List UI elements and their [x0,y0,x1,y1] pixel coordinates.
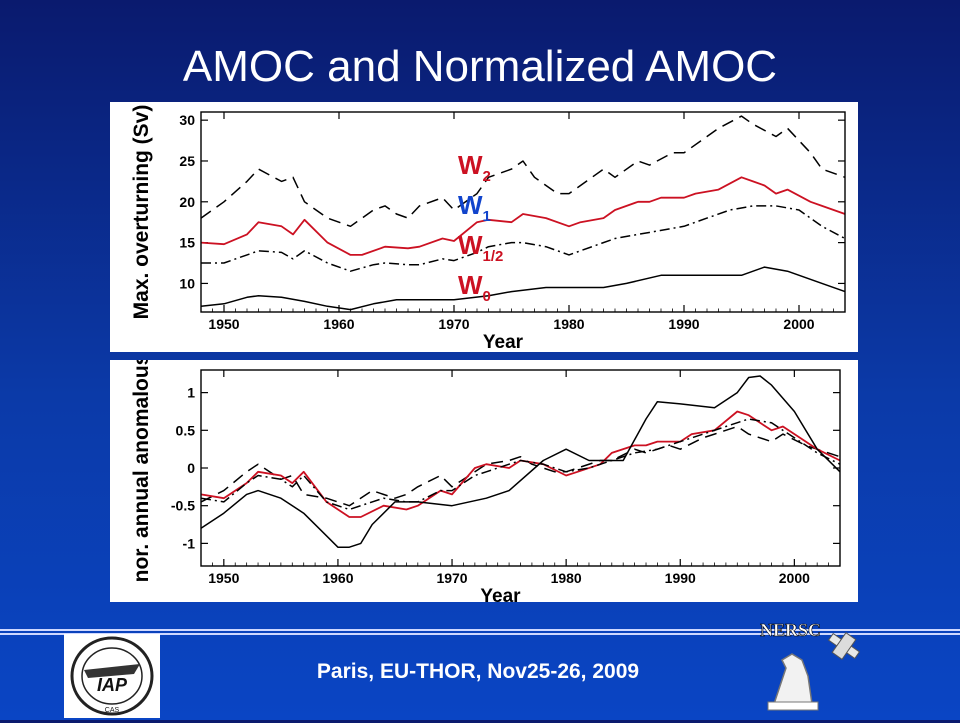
x-tick-label: 1970 [436,570,467,586]
series-line-3 [200,266,846,311]
y-tick-label: 1 [187,385,195,401]
x-tick-label: 1960 [323,316,354,332]
y-tick-label: 20 [179,194,195,210]
legend: W2 W1 W1/2 W0 [458,150,503,305]
chart-panel-bottom: 1950 1960 1970 1980 1990 2000 -1 -0.5 0 0.5 1 Year… [110,360,858,602]
legend-entry: W0 [458,270,491,305]
y-tick-label: 10 [179,275,195,291]
x-tick-label: 1970 [438,316,469,332]
plot-frame [200,111,846,313]
y-tick-label: 0.5 [176,422,196,438]
series-line-2 [201,205,846,272]
legend-entry: W2 [458,150,491,185]
x-tick-label: 1950 [208,316,239,332]
series-line-1 [200,176,846,256]
legend-entry-sub: 1/2 [483,248,504,265]
legend-entry: W1 [458,190,491,225]
chart-panel-top: 1950 1960 1970 1980 1990 2000 10 15 20 25 30 Year … [110,102,858,352]
slide-title: AMOC and Normalized AMOC [182,42,778,91]
legend-entry-sub: 1 [483,208,491,225]
x-tick-label: 1980 [553,316,584,332]
x-axis-label: Year [480,586,521,602]
x-tick-label: 2000 [779,570,810,586]
footer-divider [0,633,960,635]
x-tick-label: 1990 [668,316,699,332]
series-line-2 [200,418,841,511]
y-tick-label: 25 [179,153,195,169]
y-tick-label: 30 [179,112,195,128]
legend-entry: W1/2 [458,230,503,265]
series-line-1 [200,410,841,518]
plot-frame [200,369,841,567]
y-axis-label: nor. annual anomalous [130,360,153,582]
y-tick-label: -0.5 [171,498,195,514]
y-tick-label: 15 [179,235,195,251]
x-tick-label: 1990 [665,570,696,586]
legend-entry-sub: 0 [483,288,491,305]
iap-logo-icon: IAP CAS [64,634,160,718]
series-line-0 [200,425,841,507]
x-axis-label: Year [483,332,524,352]
y-tick-label: 0 [187,460,195,476]
x-tick-label: 1950 [208,570,239,586]
iap-logo-text: IAP [97,675,128,695]
series-line-0 [200,115,846,228]
chart-bottom-svg: 1950 1960 1970 1980 1990 2000 -1 -0.5 0 0.5 1 Year… [130,360,841,602]
footer-text: Paris, EU-THOR, Nov25-26, 2009 [316,660,640,683]
footer-divider [0,629,960,631]
y-tick-label: -1 [183,535,196,551]
nersc-logo-icon: NERSC [752,616,880,712]
legend-entry-sub: 2 [483,168,491,185]
iap-logo-sub: CAS [105,707,120,714]
x-tick-label: 2000 [783,316,814,332]
y-axis-label: Max. overturning (Sv) [130,105,153,320]
x-tick-label: 1960 [322,570,353,586]
x-tick-label: 1980 [551,570,582,586]
series-line-3 [200,375,841,548]
nersc-logo-text: NERSC [760,620,821,640]
